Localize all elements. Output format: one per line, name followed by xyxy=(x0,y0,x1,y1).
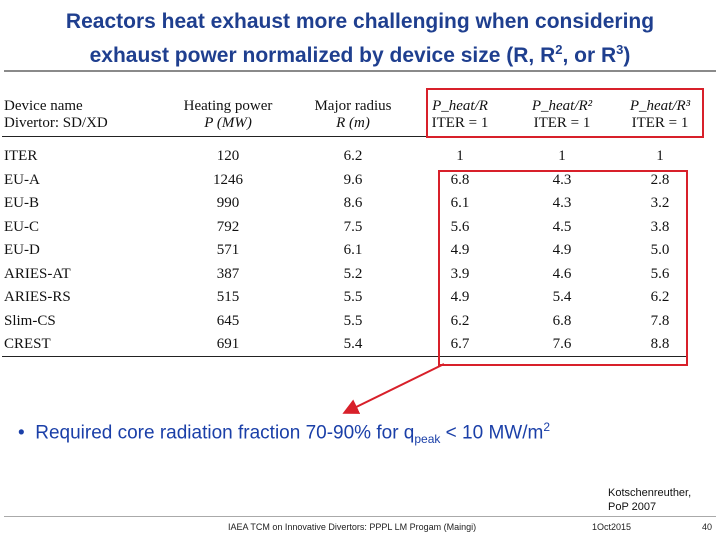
title-line-1: Reactors heat exhaust more challenging w… xyxy=(65,10,655,33)
footer-divider xyxy=(4,516,716,517)
cell-major-radius: 8.6 xyxy=(343,195,363,211)
cell-heating-power: 571 xyxy=(216,242,240,258)
arrow-line xyxy=(342,363,445,414)
header-device-name: Device name xyxy=(4,98,83,114)
cell-p-over-r3: 1 xyxy=(656,148,664,164)
cell-device-name: EU-C xyxy=(4,218,39,235)
header-p-mw: P (MW) xyxy=(204,115,252,131)
cell-major-radius: 5.2 xyxy=(343,265,363,282)
header-highlight-box xyxy=(426,88,704,138)
title-text-a: exhaust power normalized by device size … xyxy=(89,44,556,67)
cell-heating-power: 645 xyxy=(216,312,240,329)
cell-p-over-r: 4.9 xyxy=(450,242,470,258)
reference-note: Kotschenreuther, PoP 2007 xyxy=(608,486,691,514)
cell-major-radius: 6.1 xyxy=(343,242,363,258)
cell-p-over-r2: 1 xyxy=(558,148,566,164)
cell-device-name: ARIES-AT xyxy=(4,265,71,282)
cell-heating-power: 120 xyxy=(216,148,240,164)
title-text-b: , or R xyxy=(562,44,617,67)
cell-p-over-r2: 5.4 xyxy=(552,289,572,305)
cell-p-over-r3: 2.8 xyxy=(650,171,670,188)
cell-p-over-r2: 4.3 xyxy=(552,171,572,188)
header-r-m: R (m) xyxy=(336,115,370,131)
cell-p-over-r3: 6.2 xyxy=(650,289,670,305)
cell-major-radius: 5.5 xyxy=(343,312,363,329)
footer-page: 40 xyxy=(702,522,713,532)
header-p-over-r3: P_heat/R³ xyxy=(629,98,691,114)
cell-p-over-r3: 7.8 xyxy=(650,312,670,329)
header-p-over-r2-norm: ITER = 1 xyxy=(533,115,591,131)
cell-p-over-r2: 4.9 xyxy=(552,242,572,258)
cell-heating-power: 691 xyxy=(216,336,240,352)
bullet-item: • Required core radiation fraction 70-90… xyxy=(18,420,550,446)
cell-p-over-r3: 5.0 xyxy=(650,242,670,258)
title-text-c: ) xyxy=(623,44,631,67)
header-p-over-r3-norm: ITER = 1 xyxy=(631,115,689,131)
cell-device-name: Slim-CS xyxy=(4,312,56,329)
title-sup-3: 3 xyxy=(616,42,624,57)
header-p-over-r-norm: ITER = 1 xyxy=(431,115,489,131)
cell-heating-power: 515 xyxy=(216,289,240,305)
cell-p-over-r: 3.9 xyxy=(450,265,470,282)
title-divider xyxy=(4,70,716,72)
footer-date: 1Oct2015 xyxy=(592,522,632,532)
cell-device-name: ITER xyxy=(4,148,38,164)
slide-title: Reactors heat exhaust more challenging w… xyxy=(0,8,720,70)
header-p-over-r: P_heat/R xyxy=(432,98,488,114)
table-bottom-rule xyxy=(2,356,688,357)
bullet-sup: 2 xyxy=(543,420,551,434)
cell-p-over-r: 4.9 xyxy=(450,289,470,305)
cell-device-name: EU-A xyxy=(4,171,40,188)
footer-center: IAEA TCM on Innovative Divertors: PPPL L… xyxy=(228,522,477,532)
cell-p-over-r2: 4.6 xyxy=(552,265,572,282)
cell-major-radius: 5.4 xyxy=(343,336,363,352)
cell-p-over-r: 1 xyxy=(456,148,464,164)
cell-p-over-r: 6.2 xyxy=(450,312,470,329)
cell-p-over-r3: 8.8 xyxy=(650,336,670,352)
values-highlight-box xyxy=(438,170,688,366)
cell-major-radius: 9.6 xyxy=(343,171,363,188)
cell-p-over-r3: 3.8 xyxy=(650,218,670,235)
cell-p-over-r2: 4.5 xyxy=(552,218,572,235)
cell-device-name: ARIES-RS xyxy=(4,289,71,305)
header-rule xyxy=(2,136,688,137)
cell-p-over-r2: 6.8 xyxy=(552,312,572,329)
reference-line-1: Kotschenreuther, xyxy=(608,487,692,499)
bullet-text: Required core radiation fraction 70-90% … xyxy=(35,422,415,444)
cell-p-over-r3: 3.2 xyxy=(650,195,670,211)
cell-heating-power: 990 xyxy=(216,195,240,211)
cell-device-name: CREST xyxy=(4,336,51,352)
cell-major-radius: 6.2 xyxy=(343,148,363,164)
header-divertor: Divertor: SD/XD xyxy=(4,115,108,131)
cell-p-over-r2: 4.3 xyxy=(552,195,572,211)
cell-heating-power: 387 xyxy=(216,265,240,282)
cell-p-over-r: 6.1 xyxy=(450,195,470,211)
title-line-2: exhaust power normalized by device size … xyxy=(0,36,720,70)
header-heating-power: Heating power xyxy=(183,98,273,114)
cell-major-radius: 7.5 xyxy=(343,218,363,235)
cell-p-over-r2: 7.6 xyxy=(552,336,572,352)
bullet-mark: • xyxy=(18,422,25,444)
cell-p-over-r: 6.7 xyxy=(450,336,470,352)
cell-device-name: EU-D xyxy=(4,242,40,258)
cell-heating-power: 1246 xyxy=(213,171,243,188)
cell-p-over-r: 6.8 xyxy=(450,171,470,188)
cell-major-radius: 5.5 xyxy=(343,289,363,305)
reference-line-2: PoP 2007 xyxy=(608,501,657,513)
cell-p-over-r: 5.6 xyxy=(450,218,470,235)
header-p-over-r2: P_heat/R² xyxy=(531,98,593,114)
cell-heating-power: 792 xyxy=(216,218,240,235)
title-sup-2: 2 xyxy=(555,42,563,57)
cell-p-over-r3: 5.6 xyxy=(650,265,670,282)
bullet-sub: peak xyxy=(414,432,441,447)
cell-device-name: EU-B xyxy=(4,195,39,211)
bullet-text-mid: < 10 MW/m xyxy=(440,422,544,444)
header-major-radius: Major radius xyxy=(314,98,392,114)
